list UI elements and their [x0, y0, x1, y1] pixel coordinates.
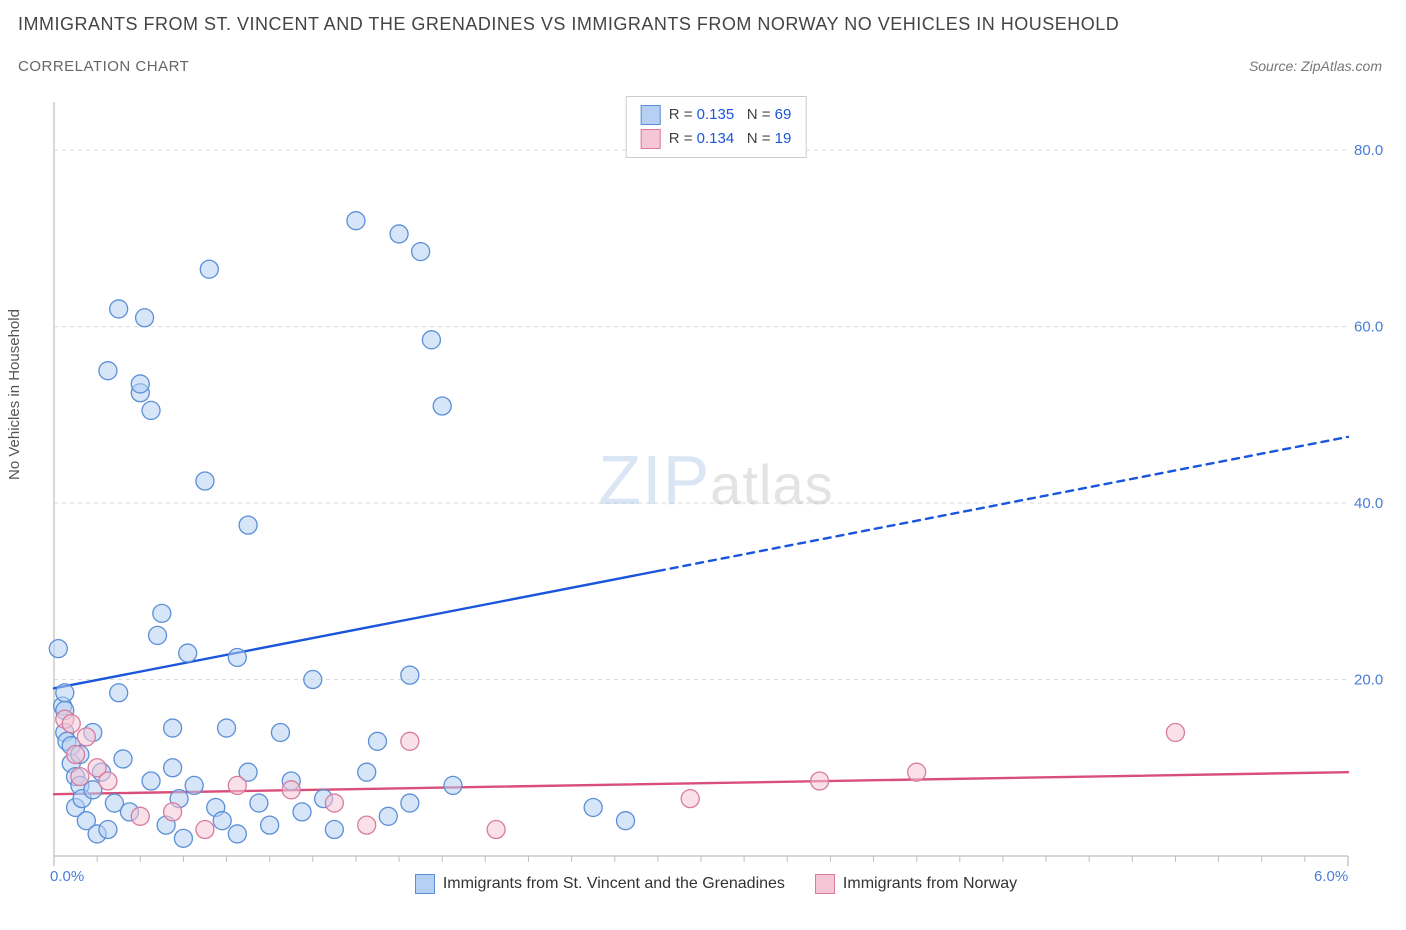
x-tick-label: 6.0%	[1314, 868, 1348, 885]
source-label: Source: ZipAtlas.com	[1249, 58, 1382, 74]
legend-label: Immigrants from St. Vincent and the Gren…	[443, 875, 785, 893]
y-axis-label: No Vehicles in Household	[6, 309, 23, 480]
svg-text:60.0%: 60.0%	[1354, 319, 1384, 336]
legend-stats: R = 0.134 N = 19	[669, 127, 792, 151]
legend-stats: R = 0.135 N = 69	[669, 103, 792, 127]
chart-subtitle: CORRELATION CHART	[18, 58, 189, 75]
legend-swatch	[641, 129, 661, 149]
legend-correlation: R = 0.135 N = 69R = 0.134 N = 19	[626, 96, 807, 158]
chart-title: IMMIGRANTS FROM ST. VINCENT AND THE GREN…	[18, 14, 1119, 35]
legend-item: Immigrants from Norway	[815, 874, 1017, 894]
legend-swatch	[415, 874, 435, 894]
chart-area: 20.0%40.0%60.0%80.0% ZIPatlas R = 0.135 …	[48, 96, 1384, 896]
legend-row: R = 0.135 N = 69	[641, 103, 792, 127]
legend-row: R = 0.134 N = 19	[641, 127, 792, 151]
legend-item: Immigrants from St. Vincent and the Gren…	[415, 874, 785, 894]
svg-text:40.0%: 40.0%	[1354, 495, 1384, 512]
svg-text:20.0%: 20.0%	[1354, 672, 1384, 689]
x-tick-label: 0.0%	[50, 868, 84, 885]
legend-series: Immigrants from St. Vincent and the Gren…	[48, 874, 1384, 894]
scatter-plot: 20.0% 40.0% 60.0% 80.0%	[48, 96, 1384, 896]
legend-label: Immigrants from Norway	[843, 875, 1017, 893]
legend-swatch	[815, 874, 835, 894]
legend-swatch	[641, 105, 661, 125]
svg-text:80.0%: 80.0%	[1354, 142, 1384, 159]
